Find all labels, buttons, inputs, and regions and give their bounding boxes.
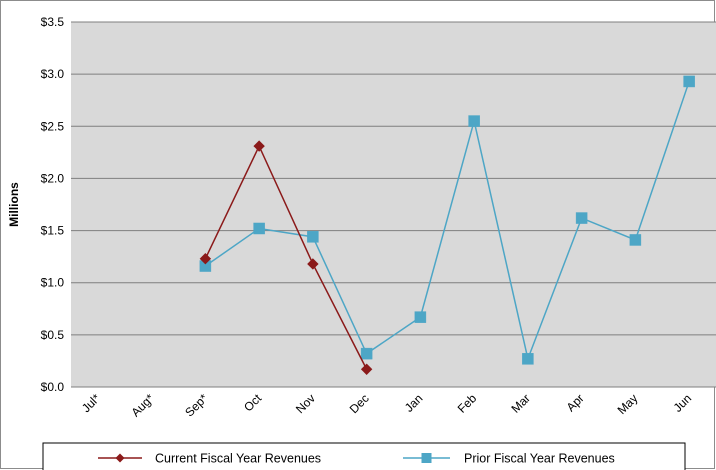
data-point-square — [575, 212, 588, 224]
data-point-square — [307, 231, 319, 243]
series-layer — [199, 75, 695, 375]
series-line — [204, 144, 368, 370]
legend-label: Current Fiscal Year Revenues — [155, 452, 321, 466]
data-point-square — [253, 222, 265, 235]
series-prior-fiscal-year — [199, 75, 695, 365]
data-point-square — [414, 311, 427, 323]
y-axis-tick-labels: $0.0 $0.5 $1.0 $1.5 $2.0 $2.5 $3.0 $3.5 — [41, 15, 65, 394]
legend: Current Fiscal Year Revenues Prior Fiscal… — [42, 442, 686, 470]
y-tick-label: $2.0 — [41, 171, 65, 185]
y-tick-label: $0.5 — [41, 328, 65, 342]
y-tick-label: $1.0 — [41, 276, 65, 290]
y-tick-label: $2.5 — [41, 119, 65, 133]
data-point-square — [360, 347, 373, 360]
data-point-square — [683, 75, 695, 88]
legend-marker-square — [421, 453, 432, 463]
legend-marker-diamond — [115, 453, 125, 463]
series-current-fiscal-year — [199, 140, 373, 375]
series-line — [204, 81, 690, 362]
gridlines — [71, 21, 716, 388]
data-point-square — [468, 115, 480, 127]
legend-items: Current Fiscal Year Revenues Prior Fiscal… — [98, 452, 615, 466]
y-tick-label: $3.0 — [41, 67, 65, 81]
data-point-square — [629, 234, 642, 246]
y-tick-label: $1.5 — [41, 224, 65, 238]
data-point-diamond — [360, 363, 373, 375]
data-point-diamond — [199, 253, 212, 265]
legend-item: Prior Fiscal Year Revenues — [403, 452, 615, 466]
y-axis-label: Millions — [7, 182, 21, 227]
data-point-diamond — [253, 140, 265, 152]
plot-area-background — [71, 22, 716, 387]
data-point-diamond — [307, 258, 319, 270]
data-point-square — [522, 353, 534, 365]
legend-item: Current Fiscal Year Revenues — [98, 452, 321, 466]
y-tick-label: $3.5 — [41, 15, 65, 29]
y-tick-label: $0.0 — [41, 380, 65, 394]
legend-label: Prior Fiscal Year Revenues — [464, 452, 615, 466]
legend-box — [42, 442, 686, 470]
